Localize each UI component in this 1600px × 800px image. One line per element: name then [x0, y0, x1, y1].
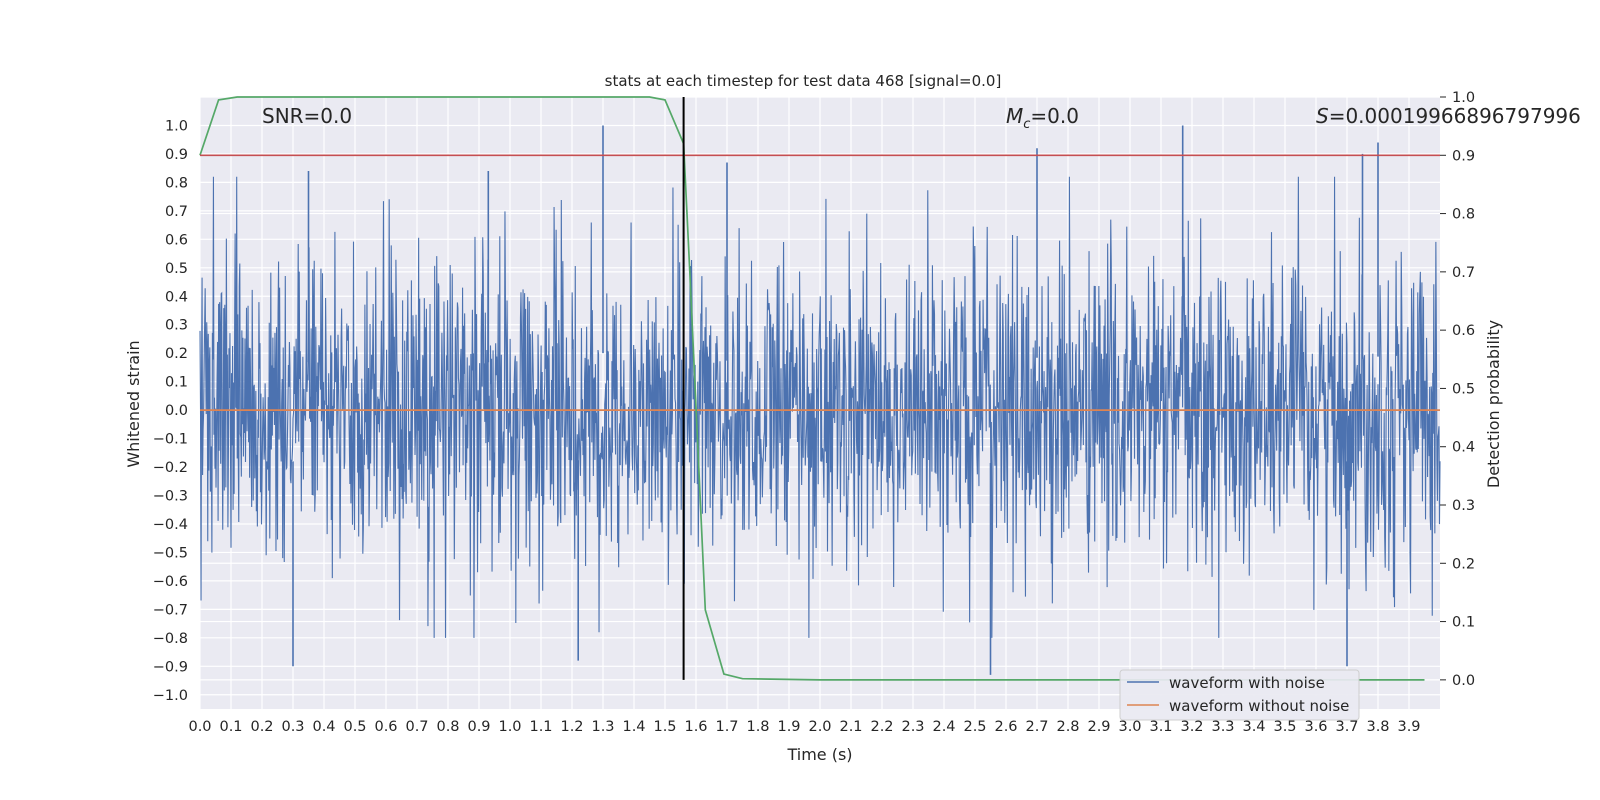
- y-left-tick-label: 0.4: [165, 289, 188, 305]
- x-axis-ticks: 0.0 0.1 0.2 0.3 0.4 0.5 0.6 0.7 0.8 0.9 1.0 1.1 1.2 1…: [188, 719, 1420, 735]
- noise-series-line: [199, 176, 1441, 638]
- x-tick-label: 3.8: [1366, 719, 1389, 735]
- y-left-tick-label: −0.7: [153, 602, 188, 618]
- x-tick-label: 2.9: [1087, 719, 1110, 735]
- x-tick-label: 1.2: [560, 719, 583, 735]
- x-tick-label: 0.6: [374, 719, 397, 735]
- x-tick-label: 1.7: [715, 719, 738, 735]
- y-left-tick-label: 0.6: [165, 232, 188, 248]
- x-tick-label: 1.5: [653, 719, 676, 735]
- mc-annotation: Mc=0.0: [1006, 104, 1079, 132]
- y-right-tick-label: 0.3: [1452, 498, 1475, 514]
- x-axis-label: Time (s): [786, 745, 852, 764]
- x-tick-label: 1.9: [777, 719, 800, 735]
- y-left-tick-label: 1.0: [165, 118, 188, 134]
- legend-label-noise: waveform with noise: [1169, 674, 1325, 692]
- x-tick-label: 0.4: [312, 719, 335, 735]
- y-left-tick-label: −0.1: [153, 432, 188, 448]
- y-axis-label-right: Detection probability: [1484, 320, 1503, 488]
- y-right-tick-label: 0.1: [1452, 615, 1475, 631]
- y-left-tick-label: 0.0: [165, 403, 188, 419]
- y-right-tick-label: 1.0: [1452, 90, 1475, 106]
- overlay-lines: [199, 96, 1440, 681]
- x-tick-label: 2.8: [1056, 719, 1079, 735]
- x-tick-label: 3.3: [1211, 719, 1234, 735]
- x-tick-label: 1.4: [622, 719, 645, 735]
- s-annotation: S=0.00019966896797996: [1316, 104, 1581, 128]
- y-left-tick-label: −0.3: [153, 489, 188, 505]
- x-tick-label: 3.0: [1118, 719, 1141, 735]
- x-tick-label: 0.3: [281, 719, 304, 735]
- x-tick-label: 0.9: [467, 719, 490, 735]
- y-left-tick-label: −0.2: [153, 460, 188, 476]
- x-tick-label: 1.1: [529, 719, 552, 735]
- y-left-tick-label: 0.9: [165, 147, 188, 163]
- y-left-tick-label: 0.2: [165, 346, 188, 362]
- x-tick-label: 2.5: [963, 719, 986, 735]
- y-left-tick-label: −0.8: [153, 631, 188, 647]
- y-right-tick-label: 0.4: [1452, 440, 1475, 456]
- x-tick-label: 3.9: [1397, 719, 1420, 735]
- legend: waveform with noise waveform without noi…: [1119, 669, 1360, 721]
- y-left-tick-label: −0.6: [153, 574, 188, 590]
- x-tick-label: 0.1: [219, 719, 242, 735]
- y-right-tick-label: 0.8: [1452, 207, 1475, 223]
- y-right-tick-label: 0.5: [1452, 381, 1475, 397]
- x-tick-label: 0.5: [343, 719, 366, 735]
- chart-title: stats at each timestep for test data 468…: [605, 72, 1002, 90]
- x-tick-label: 3.2: [1180, 719, 1203, 735]
- y-right-tick-label: 0.2: [1452, 556, 1475, 572]
- x-tick-label: 1.3: [591, 719, 614, 735]
- y-left-tick-label: 0.5: [165, 261, 188, 277]
- x-tick-label: 2.1: [839, 719, 862, 735]
- y-left-tick-label: 0.8: [165, 175, 188, 191]
- x-tick-label: 3.7: [1335, 719, 1358, 735]
- x-tick-label: 2.7: [1025, 719, 1048, 735]
- x-tick-label: 2.0: [808, 719, 831, 735]
- y-left-tick-label: −1.0: [153, 688, 188, 704]
- x-tick-label: 0.7: [405, 719, 428, 735]
- y-left-tick-label: −0.5: [153, 545, 188, 561]
- x-tick-label: 0.8: [436, 719, 459, 735]
- left-axis-ticks: 1.0 0.9 0.8 0.7 0.6 0.5 0.4 0.3 0.2 0.1 0.0 −0.1 −0.…: [153, 118, 188, 703]
- x-tick-label: 0.0: [188, 719, 211, 735]
- x-tick-label: 2.3: [901, 719, 924, 735]
- x-tick-label: 3.6: [1304, 719, 1327, 735]
- snr-annotation: SNR=0.0: [262, 104, 352, 128]
- y-left-tick-label: 0.1: [165, 375, 188, 391]
- x-tick-label: 1.8: [746, 719, 769, 735]
- y-left-tick-label: 0.7: [165, 204, 188, 220]
- y-right-tick-label: 0.9: [1452, 148, 1475, 164]
- y-right-tick-label: 0.6: [1452, 323, 1475, 339]
- x-tick-label: 3.5: [1273, 719, 1296, 735]
- right-axis-ticks: 1.0 0.9 0.8 0.7 0.6 0.5 0.4 0.3 0.2 0.1 0.0: [1440, 90, 1475, 689]
- legend-box: [1119, 669, 1360, 721]
- detection-probability-line: [199, 96, 1425, 681]
- legend-label-clean: waveform without noise: [1169, 697, 1349, 715]
- waveform-with-noise-series: [199, 125, 1441, 675]
- y-left-tick-label: 0.3: [165, 318, 188, 334]
- y-right-tick-label: 0.0: [1452, 673, 1475, 689]
- y-left-tick-label: −0.9: [153, 659, 188, 675]
- x-tick-label: 3.1: [1149, 719, 1172, 735]
- x-tick-label: 0.2: [250, 719, 273, 735]
- x-tick-label: 1.0: [498, 719, 521, 735]
- x-tick-label: 3.4: [1242, 719, 1265, 735]
- y-right-tick-label: 0.7: [1452, 265, 1475, 281]
- x-tick-label: 2.2: [870, 719, 893, 735]
- x-tick-label: 2.6: [994, 719, 1017, 735]
- y-left-tick-label: −0.4: [153, 517, 188, 533]
- x-tick-label: 1.6: [684, 719, 707, 735]
- y-axis-label-left: Whitened strain: [124, 340, 143, 467]
- x-tick-label: 2.4: [932, 719, 955, 735]
